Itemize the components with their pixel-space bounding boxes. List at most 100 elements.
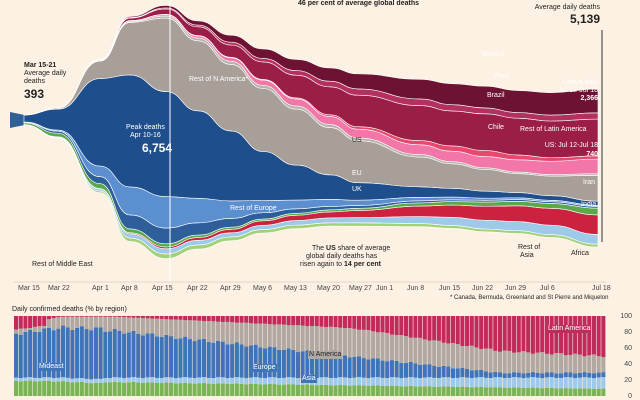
bar-segment-n-america bbox=[563, 355, 568, 373]
bar-segment-mideast bbox=[493, 387, 498, 396]
bar-segment-europe bbox=[267, 346, 272, 378]
bar-segment-latin-america bbox=[385, 316, 390, 333]
label-peru: Peru bbox=[494, 73, 509, 80]
bar-segment-asia bbox=[56, 377, 61, 382]
bar-segment-latin-america bbox=[591, 316, 597, 355]
bar-segment-n-america bbox=[450, 342, 456, 369]
bar-segment-latin-america bbox=[295, 316, 301, 326]
bar-segment-europe bbox=[479, 369, 484, 378]
bar-segment-n-america bbox=[559, 353, 564, 374]
bar-segment-latin-america bbox=[291, 316, 296, 326]
bar-segment-mideast bbox=[460, 386, 465, 396]
bar-segment-europe bbox=[375, 358, 380, 378]
bar-segment-latin-america bbox=[206, 316, 211, 322]
bar-segment-n-america bbox=[75, 316, 80, 328]
bar-segment-asia bbox=[18, 378, 23, 382]
bar-segment-mideast bbox=[521, 387, 526, 396]
bar-segment-mideast bbox=[577, 388, 582, 396]
bar-segment-n-america bbox=[319, 326, 324, 353]
bar-segment-mideast bbox=[93, 382, 98, 396]
us-share-line2: global daily deaths has bbox=[306, 253, 378, 260]
bar-segment-mideast bbox=[173, 383, 178, 396]
bar-segment-n-america bbox=[136, 317, 141, 334]
bar-segment-n-america bbox=[220, 321, 225, 342]
bar-segment-mideast bbox=[399, 386, 404, 396]
label-brazil: Brazil bbox=[487, 92, 505, 99]
bar-segment-asia bbox=[211, 378, 216, 384]
bar-segment-n-america bbox=[361, 329, 366, 359]
bar-segment-latin-america bbox=[103, 316, 108, 317]
bar-segment-europe bbox=[145, 333, 150, 378]
bar-segment-latin-america bbox=[28, 316, 33, 329]
bar-segment-n-america bbox=[98, 316, 103, 328]
bar-segment-latin-america bbox=[441, 316, 446, 343]
latam-value: 2,366 bbox=[580, 95, 598, 102]
y-tick: 80 bbox=[624, 329, 632, 336]
bar-segment-n-america bbox=[601, 357, 606, 373]
bar-segment-mideast bbox=[347, 385, 352, 396]
bar-segment-n-america bbox=[46, 319, 51, 328]
bar-segment-latin-america bbox=[248, 316, 254, 324]
bar-segment-europe bbox=[93, 327, 98, 379]
bar-segment-europe bbox=[465, 369, 470, 378]
bar-segment-n-america bbox=[488, 348, 493, 373]
peak-line2: Apr 10-16 bbox=[130, 132, 161, 139]
bar-segment-europe bbox=[89, 330, 94, 380]
bar-segment-asia bbox=[65, 377, 70, 382]
bar-segment-asia bbox=[159, 377, 164, 384]
bar-segment-mideast bbox=[413, 386, 418, 396]
bar-segment-latin-america bbox=[23, 316, 28, 329]
bar-segment-mideast bbox=[573, 388, 578, 396]
us-jul-value: 740 bbox=[586, 151, 598, 158]
bar-segment-n-america bbox=[164, 319, 169, 335]
bar-segment-latin-america bbox=[60, 316, 66, 317]
bar-segment-asia bbox=[371, 377, 376, 386]
bar-segment-latin-america bbox=[145, 316, 150, 319]
bar-segment-asia bbox=[319, 377, 324, 385]
bar-segment-asia bbox=[385, 377, 390, 387]
bar-segment-mideast bbox=[338, 384, 343, 396]
bar-segment-asia bbox=[446, 377, 451, 387]
bar-segment-latin-america bbox=[582, 316, 587, 357]
bar-segment-europe bbox=[230, 344, 235, 378]
bar-segment-n-america bbox=[596, 356, 601, 373]
bar-segment-europe bbox=[23, 331, 28, 378]
bar-segment-latin-america bbox=[587, 316, 592, 356]
bar-segment-asia bbox=[230, 377, 235, 384]
bar-segment-latin-america bbox=[220, 316, 225, 322]
bar-segment-mideast bbox=[267, 384, 272, 396]
bar-segment-europe bbox=[216, 340, 221, 378]
bar-segment-asia bbox=[450, 378, 456, 387]
bar-segment-europe bbox=[483, 371, 488, 378]
bar-segment-europe bbox=[319, 352, 324, 378]
bar-segment-asia bbox=[60, 377, 66, 382]
bar-segment-asia bbox=[107, 377, 113, 383]
bar-segment-asia bbox=[587, 377, 592, 389]
bar-segment-n-america bbox=[554, 353, 559, 374]
bar-segment-mideast bbox=[277, 384, 282, 396]
bar-segment-n-america bbox=[131, 317, 136, 331]
bar-segment-europe bbox=[84, 329, 89, 379]
bar-segment-mideast bbox=[65, 381, 70, 396]
bar-segment-mideast bbox=[159, 383, 164, 396]
bar-segment-mideast bbox=[51, 381, 56, 396]
bar-segment-latin-america bbox=[465, 316, 470, 347]
us-share-line1: The US share of average bbox=[312, 245, 391, 252]
bar-segment-n-america bbox=[328, 326, 333, 356]
bar-segment-asia bbox=[281, 377, 286, 385]
y-tick: 40 bbox=[624, 361, 632, 368]
bar-segment-europe bbox=[154, 336, 160, 378]
bar-segment-latin-america bbox=[418, 316, 423, 338]
bar-segment-mideast bbox=[427, 386, 432, 396]
bar-segment-latin-america bbox=[79, 316, 84, 317]
bar-segment-n-america bbox=[140, 317, 145, 336]
bar-segment-latin-america bbox=[140, 316, 145, 318]
bar-segment-europe bbox=[333, 355, 338, 378]
bar-segment-europe bbox=[248, 345, 254, 378]
bar-segment-latin-america bbox=[98, 316, 103, 317]
bar-segment-n-america bbox=[413, 337, 418, 364]
bar-segment-mideast bbox=[112, 381, 117, 396]
bar-segment-mideast bbox=[37, 381, 42, 396]
bar-segment-europe bbox=[37, 331, 42, 379]
bar-segment-asia bbox=[436, 378, 441, 387]
